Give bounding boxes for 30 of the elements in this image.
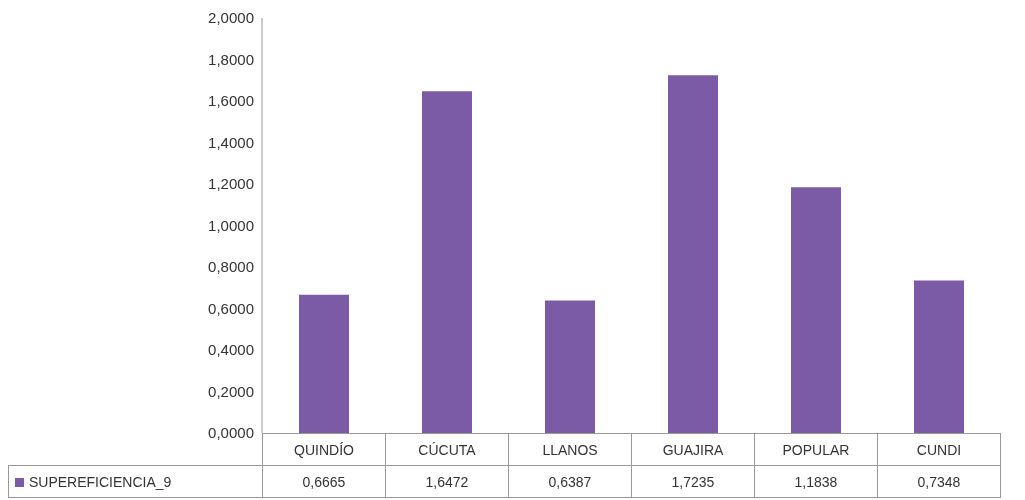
x-tick-label: CUNDI — [877, 433, 1001, 466]
y-tick-label: 1,2000 — [208, 175, 254, 193]
data-label: 1,6472 — [385, 465, 509, 498]
y-tick-label: 1,4000 — [208, 133, 254, 151]
y-tick-label: 2,0000 — [208, 9, 254, 27]
data-label: 1,1838 — [754, 465, 878, 498]
legend-label: SUPEREFICIENCIA_9 — [8, 465, 263, 498]
bar — [668, 75, 718, 433]
x-tick-label: LLANOS — [508, 433, 632, 466]
x-tick-label: GUAJIRA — [631, 433, 755, 466]
bar — [914, 280, 964, 433]
data-label: 0,6387 — [508, 465, 632, 498]
x-tick-label: CÚCUTA — [385, 433, 509, 466]
y-tick-label: 0,2000 — [208, 382, 254, 400]
x-tick-label: QUINDÍO — [262, 433, 386, 466]
bar — [299, 294, 349, 433]
data-label: 0,7348 — [877, 465, 1001, 498]
y-tick-label: 0,4000 — [208, 341, 254, 359]
y-tick-label: 0,0000 — [208, 424, 254, 442]
y-tick-label: 1,0000 — [208, 216, 254, 234]
y-tick-label: 0,8000 — [208, 258, 254, 276]
data-label: 1,7235 — [631, 465, 755, 498]
y-tick-label: 0,6000 — [208, 299, 254, 317]
data-label: 0,6665 — [262, 465, 386, 498]
x-tick-label: POPULAR — [754, 433, 878, 466]
bar — [791, 187, 841, 433]
bar — [422, 91, 472, 433]
y-tick-label: 1,6000 — [208, 92, 254, 110]
y-tick-label: 1,8000 — [208, 50, 254, 68]
bar — [545, 300, 595, 433]
